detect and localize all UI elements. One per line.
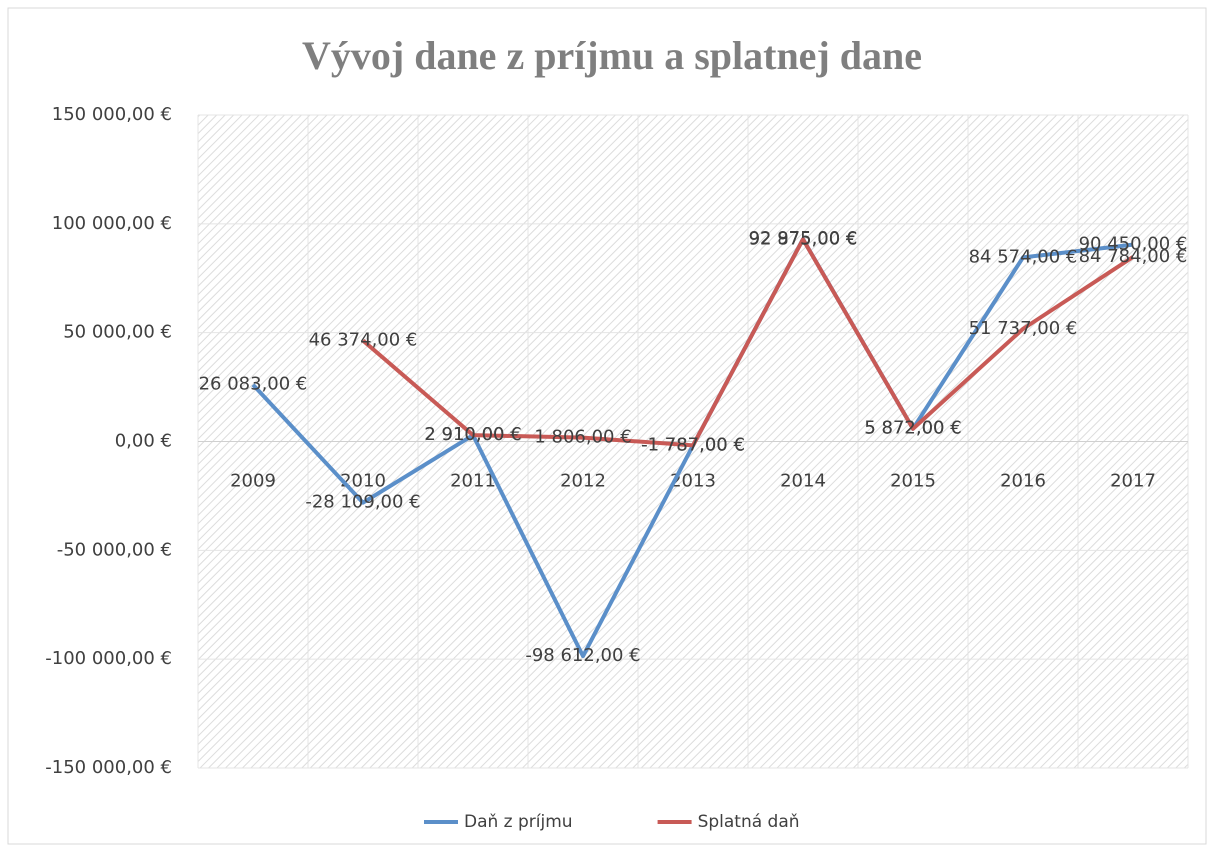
- y-tick-label: -150 000,00 €: [45, 757, 172, 778]
- data-label: 1 806,00 €: [534, 427, 631, 448]
- y-tick-label: -100 000,00 €: [45, 648, 172, 669]
- data-label: -1 787,00 €: [641, 434, 745, 455]
- x-tick-label: 2010: [340, 471, 386, 492]
- data-label: 26 083,00 €: [199, 374, 308, 395]
- data-label: 2 910,00 €: [424, 424, 521, 445]
- y-tick-label: 0,00 €: [115, 431, 172, 452]
- y-tick-label: 100 000,00 €: [52, 213, 172, 234]
- y-tick-label: -50 000,00 €: [57, 539, 172, 560]
- x-tick-label: 2015: [890, 471, 936, 492]
- data-label: 46 374,00 €: [309, 330, 418, 351]
- y-tick-label: 50 000,00 €: [63, 322, 172, 343]
- data-label: 2 910,00 €: [424, 424, 521, 445]
- x-tick-label: 2017: [1110, 471, 1156, 492]
- data-label: 84 784,00 €: [1079, 246, 1188, 267]
- line-series: [361, 237, 1135, 448]
- legend-label: Daň z príjmu: [464, 812, 573, 832]
- data-label: 5 872,00 €: [864, 418, 961, 439]
- data-label: -28 109,00 €: [305, 492, 420, 513]
- x-tick-label: 2009: [230, 471, 276, 492]
- legend-label: Splatná daň: [698, 812, 800, 832]
- data-label: 5 872,00 €: [864, 418, 961, 439]
- x-tick-label: 2014: [780, 471, 826, 492]
- chart-title: Vývoj dane z príjmu a splatnej dane: [302, 33, 922, 78]
- data-label: 92 875,00 €: [749, 228, 858, 249]
- data-label: 51 737,00 €: [969, 318, 1078, 339]
- data-label: -1 787,00 €: [641, 434, 745, 455]
- x-tick-label: 2012: [560, 471, 606, 492]
- y-tick-label: 150 000,00 €: [52, 104, 172, 125]
- data-label: 90 450,00 €: [1079, 234, 1188, 255]
- data-label: -98 612,00 €: [525, 645, 640, 666]
- x-tick-label: 2013: [670, 471, 716, 492]
- x-tick-label: 2011: [450, 471, 496, 492]
- data-label: 84 574,00 €: [969, 246, 1078, 267]
- x-tick-label: 2016: [1000, 471, 1046, 492]
- data-label: 92 975,00 €: [749, 228, 858, 249]
